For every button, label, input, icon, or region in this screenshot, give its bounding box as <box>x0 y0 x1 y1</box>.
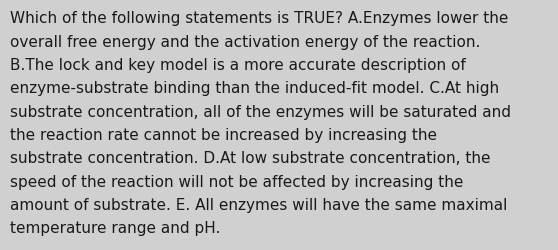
Text: enzyme-substrate binding than the induced-fit model. C.At high: enzyme-substrate binding than the induce… <box>10 81 499 96</box>
Text: the reaction rate cannot be increased by increasing the: the reaction rate cannot be increased by… <box>10 128 437 142</box>
Text: B.The lock and key model is a more accurate description of: B.The lock and key model is a more accur… <box>10 58 466 73</box>
Text: Which of the following statements is TRUE? A.Enzymes lower the: Which of the following statements is TRU… <box>10 11 508 26</box>
Text: overall free energy and the activation energy of the reaction.: overall free energy and the activation e… <box>10 34 480 50</box>
Text: amount of substrate. E. All enzymes will have the same maximal: amount of substrate. E. All enzymes will… <box>10 197 507 212</box>
Text: speed of the reaction will not be affected by increasing the: speed of the reaction will not be affect… <box>10 174 463 189</box>
Text: substrate concentration. D.At low substrate concentration, the: substrate concentration. D.At low substr… <box>10 151 490 166</box>
Text: temperature range and pH.: temperature range and pH. <box>10 220 220 236</box>
Text: substrate concentration, all of the enzymes will be saturated and: substrate concentration, all of the enzy… <box>10 104 511 119</box>
